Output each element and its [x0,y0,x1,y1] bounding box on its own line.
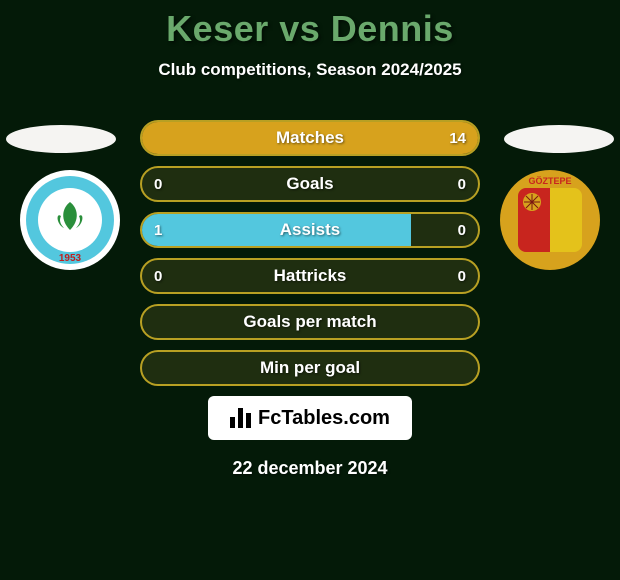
subtitle: Club competitions, Season 2024/2025 [0,60,620,80]
leaf-shape [63,202,77,230]
club-badge-left-ring [26,176,114,264]
header: Keser vs Dennis Club competitions, Seaso… [0,0,620,80]
stat-bar: 10Assists [140,212,480,248]
stat-bars: 14Matches 00Goals 10Assists 00Hattricks Goal… [140,120,480,396]
date-label: 22 december 2024 [232,458,387,479]
footer: FcTables.com 22 december 2024 [0,396,620,479]
stat-bar-label: Matches [142,122,478,154]
leaf-shape-r [76,215,82,228]
stat-bar: 14Matches [140,120,480,156]
stat-bar-label: Hattricks [142,260,478,292]
stat-bar-label: Goals [142,168,478,200]
stat-bar: Goals per match [140,304,480,340]
player-silhouette-left [6,125,116,153]
shield-half-right [550,188,582,252]
club-badge-right: GÖZTEPE [500,170,600,270]
ball-icon [522,192,542,212]
source-badge: FcTables.com [208,396,412,440]
barchart-icon [230,408,252,428]
player-silhouette-right [504,125,614,153]
club-badge-right-top-label: GÖZTEPE [500,176,600,186]
leaf-shape-l [58,215,64,228]
stat-bar-label: Min per goal [142,352,478,384]
club-badge-left-inner [38,188,102,252]
stat-bar-label: Goals per match [142,306,478,338]
stat-bar: 00Goals [140,166,480,202]
stat-bar: Min per goal [140,350,480,386]
source-badge-label: FcTables.com [258,407,390,430]
club-badge-left: 1953 [20,170,120,270]
club-badge-right-shield [518,188,582,252]
leaf-icon [48,198,92,242]
page-title: Keser vs Dennis [0,8,620,50]
club-year-label: 1953 [20,253,120,264]
stat-bar: 00Hattricks [140,258,480,294]
stat-bar-label: Assists [142,214,478,246]
comparison-infographic: Keser vs Dennis Club competitions, Seaso… [0,0,620,580]
